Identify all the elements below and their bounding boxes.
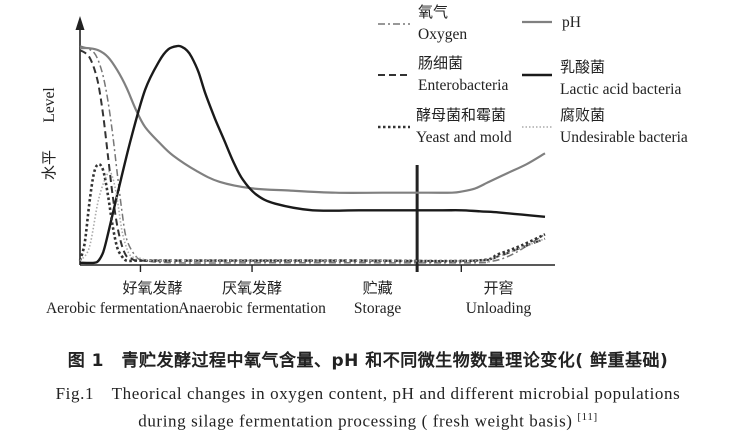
legend-label-en: Oxygen [418,26,467,43]
legend-label-en: Undesirable bacteria [560,129,688,146]
caption-en-line2-text: during silage fermentation processing ( … [138,411,573,431]
legend-label-en: pH [562,14,581,31]
legend-item-undesirable: 腐败菌 Undesirable bacteria [522,106,688,146]
phase-label-cn: 好氧发酵 [122,279,182,297]
legend: 氧气 Oxygen pH 肠细菌 Enterobacteria 乳酸菌 Lact… [378,3,688,146]
phase-label-en: Aerobic fermentation [46,300,179,317]
legend-item-ph: pH [522,14,581,31]
phase-label-cn: 厌氧发酵 [222,279,282,297]
legend-label-cn: 氧气 [418,3,448,21]
legend-label-en: Lactic acid bacteria [560,81,681,98]
legend-label-cn: 肠细菌 [418,54,463,72]
phase-label-en: Anaerobic fermentation [178,300,326,317]
y-axis-arrow [75,16,85,30]
series-line-yeast [78,162,546,263]
phase-label-cn: 开窖 [483,279,513,297]
y-axis-label-en: Level [41,87,58,122]
phase-label-en: Unloading [466,300,532,317]
axes [75,16,555,272]
series-line-ph [79,46,546,194]
legend-label-en: Yeast and mold [416,129,512,146]
legend-item-yeast: 酵母菌和霉菌 Yeast and mold [378,106,512,146]
caption-en-line1: Fig.1 Theorical changes in oxygen conten… [55,384,681,403]
legend-item-lactic: 乳酸菌 Lactic acid bacteria [522,58,681,98]
y-axis-label-cn: 水平 [40,150,58,180]
series-line-undesirable [79,170,546,262]
legend-label-en: Enterobacteria [418,77,508,94]
caption-reference: [11] [577,411,598,423]
chart: 水平 Level 好氧发酵 Aerobic fermentation 厌氧发酵 Ana… [40,3,688,317]
phase-label-en: Storage [354,300,401,317]
series-line-oxygen [79,45,546,264]
caption-en-line2: during silage fermentation processing ( … [0,411,736,432]
caption-cn: 图 1 青贮发酵过程中氧气含量、pH 和不同微生物数量理论变化( 鲜重基础) [67,351,669,371]
phase-label-cn: 贮藏 [363,279,393,297]
legend-item-oxygen: 氧气 Oxygen [378,3,467,43]
legend-label-cn: 乳酸菌 [560,58,605,76]
phase-labels: 好氧发酵 Aerobic fermentation 厌氧发酵 Anaerobic fe… [46,279,532,317]
series-layer [78,44,546,265]
series-line-lactic [79,44,546,265]
legend-label-cn: 酵母菌和霉菌 [416,106,506,124]
legend-item-enterobacteria: 肠细菌 Enterobacteria [378,54,508,94]
legend-label-cn: 腐败菌 [560,106,605,124]
